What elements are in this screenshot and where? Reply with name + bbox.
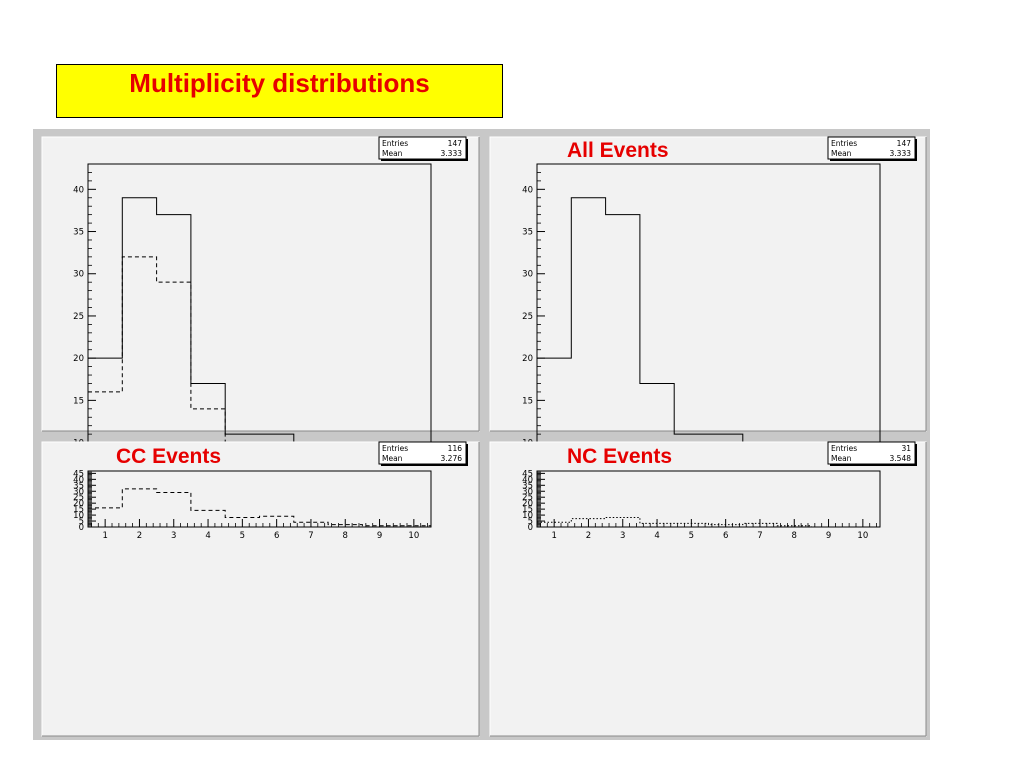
x-tick-label: 4 (205, 531, 210, 541)
pad-title: CC Events (116, 445, 221, 468)
stats-entries-value: 147 (897, 139, 912, 148)
y-tick-label: 30 (73, 270, 84, 280)
histogram-pad-2: 051015202530354012345678910All EventsEnt… (489, 136, 927, 541)
y-tick-label: 5 (79, 517, 84, 527)
stats-mean-label: Mean (382, 149, 403, 158)
stats-box (378, 136, 467, 160)
x-tick-label: 5 (689, 531, 694, 541)
y-tick-label: 40 (522, 185, 533, 195)
pad-title: NC Events (567, 445, 672, 468)
x-tick-label: 10 (857, 531, 868, 541)
y-tick-label: 35 (73, 481, 84, 491)
plot-frame (87, 470, 432, 528)
y-tick-label: 30 (522, 487, 533, 497)
pad-background (489, 136, 927, 432)
histogram-grid: 051015202530354012345678910Entries147Mea… (41, 136, 927, 737)
y-tick-label: 35 (522, 228, 533, 238)
pad-background (41, 441, 480, 737)
y-tick-label: 25 (73, 493, 84, 503)
stats-mean-label: Mean (831, 454, 852, 463)
stats-box (827, 441, 916, 465)
x-tick-label: 3 (620, 531, 625, 541)
title-banner: Multiplicity distributions (56, 64, 503, 118)
stats-mean-label: Mean (831, 149, 852, 158)
y-tick-label: 45 (522, 469, 533, 479)
x-tick-label: 9 (377, 531, 382, 541)
y-tick-label: 15 (73, 505, 84, 515)
y-tick-label: 0 (528, 523, 533, 533)
x-tick-label: 6 (274, 531, 279, 541)
y-tick-label: 20 (522, 499, 533, 509)
stats-mean-label: Mean (382, 454, 403, 463)
x-tick-label: 9 (826, 531, 831, 541)
plot-frame (536, 470, 881, 528)
x-tick-label: 7 (757, 531, 762, 541)
y-tick-label: 15 (522, 505, 533, 515)
stats-entries-label: Entries (831, 139, 857, 148)
x-tick-label: 1 (551, 531, 556, 541)
x-tick-label: 1 (102, 531, 107, 541)
y-tick-label: 20 (73, 499, 84, 509)
x-tick-label: 8 (343, 531, 348, 541)
stats-mean-value: 3.548 (890, 454, 912, 463)
y-tick-label: 10 (73, 511, 84, 521)
stats-entries-label: Entries (382, 139, 408, 148)
x-tick-label: 4 (654, 531, 659, 541)
y-tick-label: 5 (528, 517, 533, 527)
y-tick-label: 35 (73, 228, 84, 238)
stats-entries-label: Entries (831, 444, 857, 453)
stats-mean-value: 3.276 (441, 454, 463, 463)
histogram-series-dashed (88, 488, 431, 527)
y-tick-label: 25 (522, 312, 533, 322)
y-tick-label: 20 (73, 354, 84, 364)
x-tick-label: 5 (240, 531, 245, 541)
stats-entries-value: 31 (901, 444, 911, 453)
y-tick-label: 20 (522, 354, 533, 364)
y-tick-label: 40 (73, 185, 84, 195)
stats-box (378, 441, 467, 465)
y-tick-label: 30 (522, 270, 533, 280)
x-tick-label: 6 (723, 531, 728, 541)
y-tick-label: 45 (73, 469, 84, 479)
page-title: Multiplicity distributions (129, 68, 430, 98)
y-tick-label: 10 (522, 511, 533, 521)
stats-entries-label: Entries (382, 444, 408, 453)
plot-canvas: 051015202530354012345678910Entries147Mea… (33, 129, 930, 740)
y-tick-label: 0 (79, 523, 84, 533)
stats-box (827, 136, 916, 160)
x-tick-label: 10 (408, 531, 419, 541)
y-tick-label: 30 (73, 487, 84, 497)
y-tick-label: 40 (73, 475, 84, 485)
y-tick-label: 25 (522, 493, 533, 503)
y-tick-label: 25 (73, 312, 84, 322)
pad-background (489, 441, 927, 737)
histogram-pad-1: 051015202530354012345678910Entries147Mea… (41, 136, 480, 541)
stats-mean-value: 3.333 (890, 149, 912, 158)
x-tick-label: 3 (171, 531, 176, 541)
stats-mean-value: 3.333 (441, 149, 463, 158)
histogram-series-dotted (537, 516, 880, 528)
x-tick-label: 7 (308, 531, 313, 541)
stats-entries-value: 116 (448, 444, 463, 453)
x-tick-label: 8 (792, 531, 797, 541)
y-tick-label: 40 (522, 475, 533, 485)
y-tick-label: 15 (522, 396, 533, 406)
x-tick-label: 2 (137, 531, 142, 541)
pad-title: All Events (567, 139, 669, 162)
y-tick-label: 15 (73, 396, 84, 406)
x-tick-label: 2 (586, 531, 591, 541)
stats-entries-value: 147 (448, 139, 463, 148)
pad-background (41, 136, 480, 432)
y-tick-label: 35 (522, 481, 533, 491)
